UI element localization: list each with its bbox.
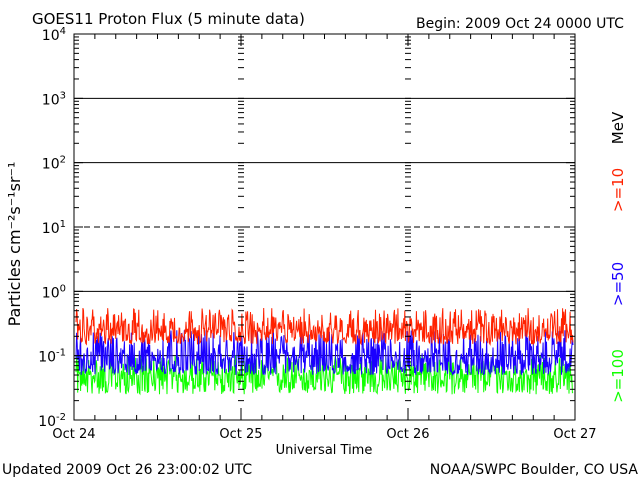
legend-ge50: >=50 [609, 262, 627, 306]
x-tick-label: Oct 26 [386, 427, 429, 442]
y-tick-base: 10 [38, 350, 56, 366]
x-tick-label: Oct 25 [219, 427, 262, 442]
y-tick-base: 10 [42, 28, 60, 44]
y-tick-label: 10-1 [38, 348, 66, 366]
y-tick-exponent: -1 [56, 348, 66, 359]
y-tick-label: 102 [42, 155, 66, 173]
begin-label: Begin: 2009 Oct 24 0000 UTC [416, 16, 624, 32]
y-tick-exponent: -2 [56, 412, 66, 423]
y-tick-base: 10 [38, 414, 56, 430]
y-tick-exponent: 3 [60, 90, 66, 101]
y-tick-base: 10 [42, 92, 60, 108]
legend-ge100: >=100 [609, 349, 627, 403]
y-tick-label: 10-2 [38, 412, 66, 430]
plot-ticks [73, 33, 576, 421]
y-tick-base: 10 [42, 285, 60, 301]
y-tick-base: 10 [42, 157, 60, 173]
y-tick-exponent: 4 [60, 26, 66, 37]
y-axis-label: Particles cm⁻²s⁻¹sr⁻¹ [5, 162, 24, 327]
y-tick-base: 10 [42, 221, 60, 237]
credit-label: NOAA/SWPC Boulder, CO USA [430, 462, 639, 478]
plot-gridlines [74, 97, 575, 357]
y-tick-exponent: 1 [60, 219, 66, 230]
plot-frame [73, 33, 576, 421]
updated-label: Updated 2009 Oct 26 23:00:02 UTC [2, 462, 252, 478]
y-tick-label: 100 [42, 283, 66, 301]
y-tick-label: 101 [42, 219, 66, 237]
y-tick-label: 104 [42, 26, 66, 44]
x-tick-label: Oct 24 [52, 427, 95, 442]
x-tick-label: Oct 27 [553, 427, 596, 442]
legend-ge10: >=10 [609, 168, 627, 212]
y-tick-label: 103 [42, 90, 66, 108]
legend-unit: MeV [609, 111, 627, 144]
y-tick-exponent: 0 [60, 283, 66, 294]
series-layer [75, 307, 574, 396]
y-tick-exponent: 2 [60, 155, 66, 166]
chart-title: GOES11 Proton Flux (5 minute data) [32, 10, 305, 28]
series-line-1 [75, 330, 574, 376]
x-tick-labels: Oct 24 Oct 25 Oct 26 Oct 27 [52, 427, 596, 442]
series-line-0 [75, 307, 574, 347]
x-axis-label: Universal Time [276, 443, 373, 458]
